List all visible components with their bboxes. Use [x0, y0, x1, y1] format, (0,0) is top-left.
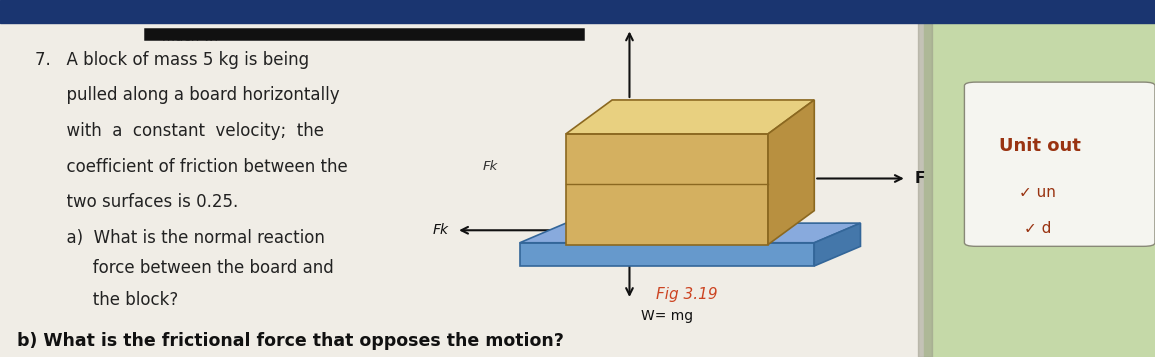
Bar: [918, 0, 932, 357]
Text: b) What is the frictional force that opposes the motion?: b) What is the frictional force that opp…: [17, 332, 564, 350]
Text: a)  What is the normal reaction: a) What is the normal reaction: [35, 229, 325, 247]
Text: N: N: [644, 8, 657, 23]
Text: 5kg: 5kg: [639, 177, 673, 195]
Bar: [520, 243, 814, 266]
Text: ✓ d: ✓ d: [1023, 221, 1051, 236]
Text: W= mg: W= mg: [641, 309, 693, 323]
Text: Unit out: Unit out: [999, 137, 1080, 155]
Text: pulled along a board horizontally: pulled along a board horizontally: [35, 86, 340, 104]
Text: ✓ un: ✓ un: [1019, 185, 1056, 200]
Text: force between the board and: force between the board and: [35, 259, 334, 277]
Polygon shape: [768, 100, 814, 245]
Text: much wi: much wi: [162, 31, 218, 44]
Bar: [0, 0, 1155, 23]
Polygon shape: [566, 100, 814, 134]
Text: 7.   A block of mass 5 kg is being: 7. A block of mass 5 kg is being: [35, 51, 308, 69]
Bar: [924, 0, 1155, 357]
Text: two surfaces is 0.25.: two surfaces is 0.25.: [35, 193, 238, 211]
FancyBboxPatch shape: [964, 82, 1155, 246]
Text: Fk: Fk: [483, 160, 498, 173]
Bar: [566, 134, 768, 245]
Text: F: F: [915, 171, 925, 186]
Text: Fig 3.19: Fig 3.19: [656, 287, 718, 302]
Text: coefficient of friction between the: coefficient of friction between the: [35, 158, 348, 176]
Text: Fk: Fk: [432, 223, 448, 237]
Polygon shape: [814, 223, 860, 266]
Text: with  a  constant  velocity;  the: with a constant velocity; the: [35, 122, 323, 140]
Text: force acting on a body o: force acting on a body o: [370, 10, 532, 22]
Text: the block?: the block?: [35, 291, 178, 309]
Polygon shape: [520, 223, 860, 243]
